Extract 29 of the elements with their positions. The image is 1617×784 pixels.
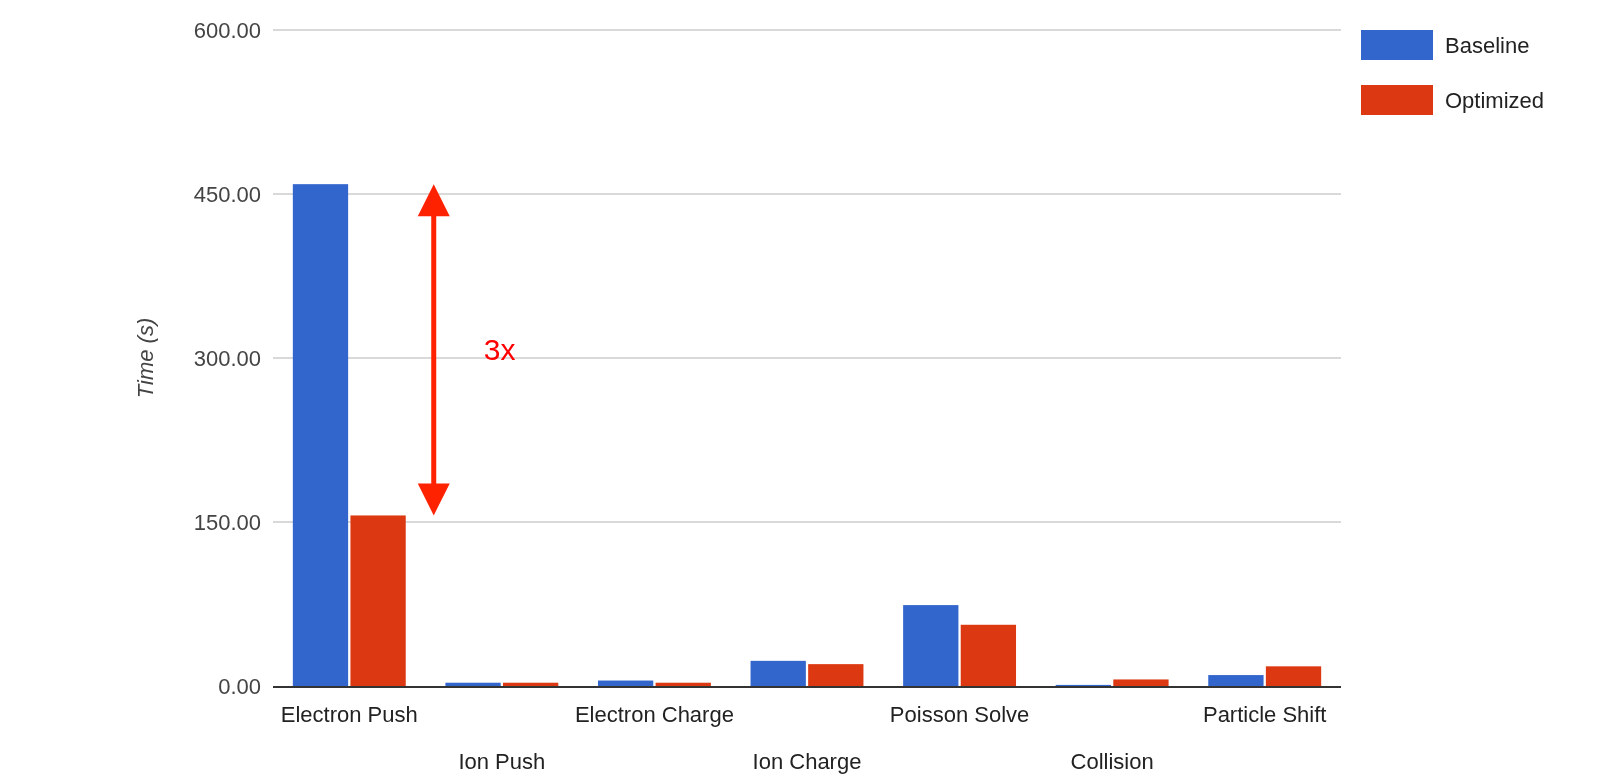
- x-tick-label: Electron Charge: [574, 702, 734, 727]
- y-tick-label: 600.00: [193, 17, 261, 43]
- x-tick-label: Poisson Solve: [889, 702, 1030, 727]
- annotation: 3x: [483, 332, 516, 366]
- y-tick-label: 150.00: [193, 509, 261, 535]
- x-tick-label: Collision: [1070, 749, 1154, 774]
- bar: [960, 624, 1017, 686]
- y-axis-title: Time (s): [133, 317, 158, 399]
- x-tick-label: Ion Push: [458, 749, 546, 774]
- bar: [1208, 675, 1264, 686]
- bar: [655, 682, 711, 686]
- y-tick-label: 0.00: [218, 673, 261, 699]
- legend-label: Baseline: [1445, 32, 1530, 58]
- x-tick-label: Particle Shift: [1202, 702, 1327, 727]
- x-tick-label: Ion Charge: [752, 749, 862, 774]
- bar: [350, 515, 406, 686]
- legend-label: Optimized: [1445, 87, 1545, 113]
- bar: [1113, 679, 1169, 686]
- x-tick-label: Electron Push: [280, 702, 418, 727]
- y-tick-label: 450.00: [193, 181, 261, 207]
- bar: [808, 664, 864, 686]
- bar: [750, 660, 806, 686]
- bar: [597, 680, 654, 686]
- bar: [292, 184, 349, 686]
- bar: [903, 605, 959, 686]
- bar: [503, 682, 559, 686]
- bar: [445, 682, 501, 686]
- y-tick-label: 300.00: [193, 345, 261, 371]
- bar: [1265, 666, 1322, 686]
